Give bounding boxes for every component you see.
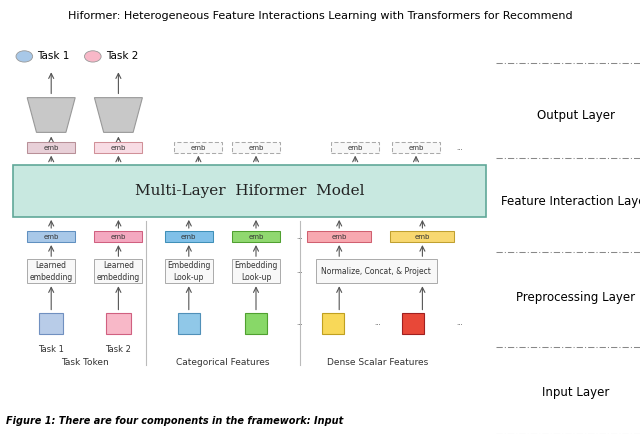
FancyBboxPatch shape	[13, 165, 486, 217]
Text: emb: emb	[111, 233, 126, 240]
FancyBboxPatch shape	[232, 231, 280, 242]
Text: ...: ...	[374, 320, 381, 326]
Text: ...: ...	[296, 320, 303, 326]
Text: emb: emb	[181, 233, 196, 240]
Text: Categorical Features: Categorical Features	[176, 358, 269, 367]
Text: Output Layer: Output Layer	[537, 108, 615, 122]
FancyBboxPatch shape	[332, 142, 380, 153]
FancyBboxPatch shape	[28, 231, 76, 242]
Text: Figure 1: There are four components in the framework: Input: Figure 1: There are four components in t…	[6, 416, 344, 426]
Text: Normalize, Concat, & Project: Normalize, Concat, & Project	[321, 267, 431, 276]
FancyBboxPatch shape	[106, 313, 131, 334]
Text: emb: emb	[408, 145, 424, 151]
Text: Feature Interaction Layer: Feature Interaction Layer	[501, 195, 640, 208]
FancyBboxPatch shape	[28, 260, 76, 283]
Text: Task 1: Task 1	[38, 345, 64, 354]
Text: Task 2: Task 2	[106, 345, 131, 354]
Text: emb: emb	[191, 145, 206, 151]
Text: Learned
embedding: Learned embedding	[97, 261, 140, 282]
Text: Hiformer: Heterogeneous Feature Interactions Learning with Transformers for Reco: Hiformer: Heterogeneous Feature Interact…	[68, 11, 572, 21]
Text: ...: ...	[374, 145, 381, 151]
Text: Learned
embedding: Learned embedding	[29, 261, 73, 282]
FancyBboxPatch shape	[28, 142, 76, 153]
Text: emb: emb	[44, 145, 59, 151]
Text: ...: ...	[456, 145, 463, 151]
Text: emb: emb	[415, 233, 430, 240]
Circle shape	[84, 51, 101, 62]
Text: ...: ...	[296, 268, 303, 274]
Text: Embedding
Look-up: Embedding Look-up	[167, 261, 211, 282]
Text: emb: emb	[332, 233, 347, 240]
Text: Input Layer: Input Layer	[542, 386, 610, 399]
FancyBboxPatch shape	[392, 142, 440, 153]
Text: Preprocessing Layer: Preprocessing Layer	[516, 291, 636, 304]
FancyBboxPatch shape	[165, 231, 212, 242]
Text: emb: emb	[248, 145, 264, 151]
Text: emb: emb	[248, 233, 264, 240]
Text: Embedding
Look-up: Embedding Look-up	[234, 261, 278, 282]
FancyBboxPatch shape	[95, 142, 142, 153]
Polygon shape	[28, 98, 76, 132]
Circle shape	[16, 51, 33, 62]
Text: ...: ...	[456, 320, 463, 326]
Text: emb: emb	[44, 233, 59, 240]
Text: Task 1: Task 1	[37, 51, 70, 62]
FancyBboxPatch shape	[322, 313, 344, 334]
Polygon shape	[95, 98, 143, 132]
FancyBboxPatch shape	[177, 313, 200, 334]
Text: ...: ...	[296, 233, 303, 240]
FancyBboxPatch shape	[232, 142, 280, 153]
Text: Dense Scalar Features: Dense Scalar Features	[327, 358, 428, 367]
FancyBboxPatch shape	[307, 231, 371, 242]
FancyBboxPatch shape	[245, 313, 268, 334]
FancyBboxPatch shape	[390, 231, 454, 242]
FancyBboxPatch shape	[95, 231, 142, 242]
FancyBboxPatch shape	[95, 260, 142, 283]
FancyBboxPatch shape	[165, 260, 212, 283]
FancyBboxPatch shape	[402, 313, 424, 334]
FancyBboxPatch shape	[232, 260, 280, 283]
FancyBboxPatch shape	[174, 142, 223, 153]
FancyBboxPatch shape	[39, 313, 63, 334]
Text: emb: emb	[348, 145, 363, 151]
Text: emb: emb	[111, 145, 126, 151]
Text: Task Token: Task Token	[61, 358, 108, 367]
Text: Multi-Layer  Hiformer  Model: Multi-Layer Hiformer Model	[135, 184, 364, 198]
FancyBboxPatch shape	[316, 260, 437, 283]
Text: Task 2: Task 2	[106, 51, 138, 62]
